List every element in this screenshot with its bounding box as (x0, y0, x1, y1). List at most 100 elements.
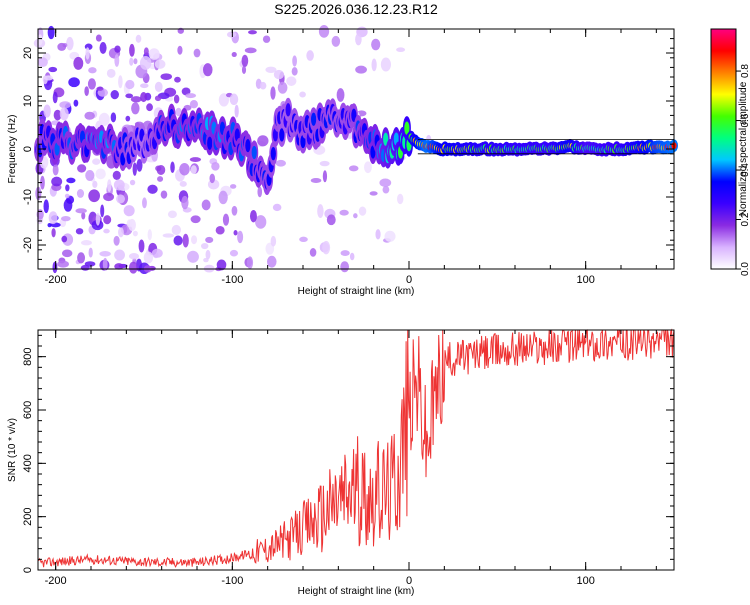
spectrogram-noise-blob (160, 190, 168, 199)
spectrogram-ridge-core (270, 147, 276, 161)
spectrogram-noise-blob (234, 104, 239, 118)
colorbar-tick-label: 0.6 (740, 113, 750, 127)
spectrogram-noise-blob (179, 181, 187, 187)
spectrogram-noise-blob (229, 249, 239, 257)
spectrogram-noise-blob (181, 195, 189, 210)
spectrogram-noise-blob (95, 168, 106, 180)
spectrogram-noise-blob (129, 179, 136, 186)
colorbar-label: Normalized spectral amplitude (738, 81, 749, 216)
spectrogram-noise-blob (257, 135, 269, 147)
spectrogram-noise-blob (292, 55, 297, 67)
snr-x-tick-label: -200 (45, 575, 67, 587)
colorbar-tick-label: 0.0 (740, 262, 750, 276)
spectrogram-noise-blob (382, 185, 390, 194)
spectrogram-noise-blob (173, 94, 180, 104)
spectrogram-noise-blob (262, 35, 271, 43)
spectrogram-noise-blob (73, 99, 79, 107)
spectrogram-noise-blob (146, 103, 153, 112)
spectrogram-y-tick-label: 0 (22, 146, 34, 152)
spectrogram-noise-blob (270, 235, 277, 247)
spectrogram-noise-blob (286, 76, 297, 86)
spectrogram-noise-blob (189, 100, 199, 109)
spectrogram-noise-blob (170, 161, 175, 174)
snr-panel: -200 -100 0 100 0 200 400 600 800 Height of str… (7, 328, 675, 597)
spectrogram-noise-blob (185, 93, 197, 99)
spectrogram-noise-blob (177, 45, 183, 55)
spectrogram-noise-blob (331, 35, 341, 47)
spectrogram-noise-blob (103, 215, 112, 225)
spectrogram-noise-blob (98, 112, 110, 126)
spectrogram-noise-blob (189, 157, 202, 162)
spectrogram-noise-blob (160, 73, 173, 81)
spectrogram-noise-blob (340, 250, 350, 257)
spectrogram-noise-blob (222, 213, 230, 226)
spectrogram-noise-blob (187, 250, 199, 263)
snr-series-line (37, 328, 675, 568)
spectrogram-noise-blob (175, 107, 182, 117)
spectrogram-noise-blob (397, 193, 404, 205)
spectrogram-noise-blob (142, 197, 147, 209)
spectrogram-noise-blob (51, 228, 56, 238)
spectrogram-y-ticks: -20 -10 0 10 20 (22, 28, 674, 270)
spectrogram-noise-blob (92, 158, 101, 165)
spectrogram-ridge-core (311, 112, 317, 126)
spectrogram-noise-blob (353, 213, 358, 219)
spectrogram-noise-blob (355, 65, 367, 74)
spectrogram-noise-blob (114, 249, 125, 261)
spectrogram-noise-blob (139, 56, 152, 70)
spectrogram-noise-blob (40, 175, 45, 190)
spectrogram-noise-blob (348, 165, 359, 172)
spectrogram-noise-blob (355, 33, 362, 46)
spectrogram-noise-blob (246, 256, 254, 269)
spectrogram-noise-blob (319, 160, 330, 167)
spectrogram-noise-blob (244, 47, 257, 54)
spectrogram-noise-blob (179, 163, 190, 176)
spectrogram-noise-blob (151, 248, 163, 258)
spectrogram-noise-blob (57, 260, 69, 268)
spectrogram-noise-blob (100, 204, 105, 218)
spectrogram-noise-blob (299, 91, 306, 98)
spectrogram-noise-blob (96, 86, 104, 91)
spectrogram-noise-blob (77, 164, 87, 173)
spectrogram-noise-blob (48, 66, 58, 73)
spectrogram-noise-blob (60, 215, 71, 222)
spectrogram-noise-blob (375, 229, 381, 240)
spectrogram-x-axis-label: Height of straight line (km) (298, 286, 415, 297)
spectrogram-noise-blob (193, 48, 201, 58)
spectrogram-ridge-core (207, 136, 213, 150)
figure-title: S225.2026.036.12.23.R12 (274, 1, 438, 17)
spectrogram-noise-blob (114, 54, 120, 67)
spectrogram-noise-blob (75, 228, 84, 235)
spectrogram-noise-blob (371, 38, 381, 51)
spectrogram-noise-blob (113, 235, 120, 246)
spectrogram-noise-blob (309, 248, 317, 257)
spectrogram-noise-blob (138, 239, 145, 253)
spectrogram-noise-blob (277, 81, 288, 94)
colorbar-tick-label: 0.2 (740, 212, 750, 226)
spectrogram-noise-blob (167, 210, 177, 219)
spectrogram-noise-blob (133, 58, 138, 65)
spectrogram-noise-blob (275, 159, 286, 167)
spectrogram-noise-blob (369, 191, 378, 196)
spectrogram-noise-blob (75, 208, 87, 214)
spectrogram-ridge-core (272, 128, 279, 142)
snr-y-tick-label: 400 (22, 454, 34, 472)
spectrogram-noise-blob (132, 162, 137, 176)
spectrogram-noise-blob (57, 42, 67, 51)
spectrogram-noise-blob (200, 242, 209, 250)
spectrogram-noise-blob (84, 86, 89, 97)
spectrogram-noise-blob (148, 48, 160, 60)
colorbar-ticks: 0.0 0.2 0.4 0.6 0.8 (736, 64, 750, 276)
spectrogram-noise-blob (110, 112, 117, 123)
spectrogram-noise-blob (59, 107, 69, 121)
spectrogram-noise-blob (66, 36, 74, 51)
spectrogram-noise-blob (205, 236, 214, 243)
spectrogram-noise-blob (216, 259, 227, 271)
spectrogram-noise-blob (103, 192, 115, 202)
spectrogram-noise-blob (322, 240, 331, 255)
spectrogram-noise-blob (129, 57, 134, 66)
snr-x-tick-label: 0 (406, 575, 412, 587)
spectrogram-noise-blob (291, 67, 298, 76)
spectrogram-noise-blob (174, 76, 181, 83)
